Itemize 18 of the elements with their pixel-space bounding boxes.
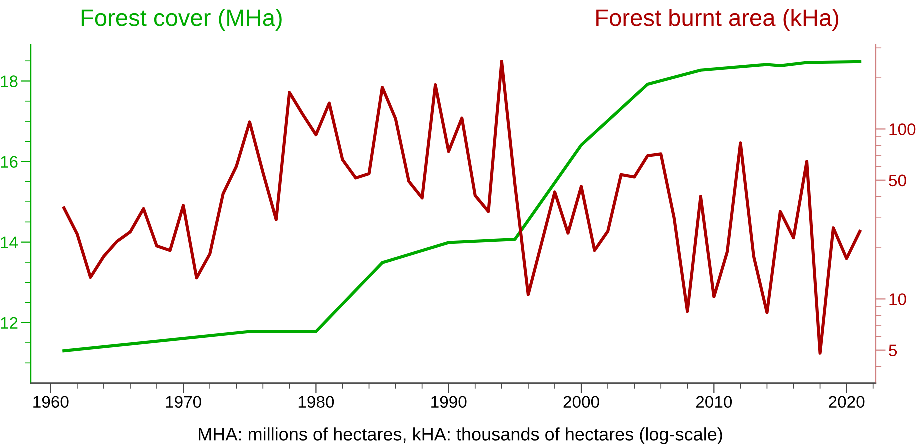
x-tick-label: 2010 [696,396,732,408]
y-axis-title: Forest cover (MHa) [82,8,282,31]
x-tick-label: 1990 [432,396,467,408]
x-tick-label: 2020 [829,396,865,408]
x-tick-label: 1980 [298,396,334,408]
x-tick-label: 1970 [166,396,202,408]
y-tick-label: 16 [1,156,18,168]
y-tick-label: 12 [1,317,18,329]
x-axis-title: MHA: millions of hectares, kHA: thousands of hectares (log-scale) [199,428,722,444]
y2-tick-label: 50 [889,174,906,187]
x-tick-label: 2000 [564,396,600,408]
y2-tick-label: 10 [890,294,906,306]
y-tick-label: 14 [1,236,18,248]
y2-tick-label: 5 [889,344,898,357]
y2-axis-title: Forest burnt area (kHa) [596,8,839,31]
y-tick-label: 18 [1,76,18,88]
y2-tick-label: 100 [890,124,916,136]
x-tick-label: 1960 [34,396,69,408]
